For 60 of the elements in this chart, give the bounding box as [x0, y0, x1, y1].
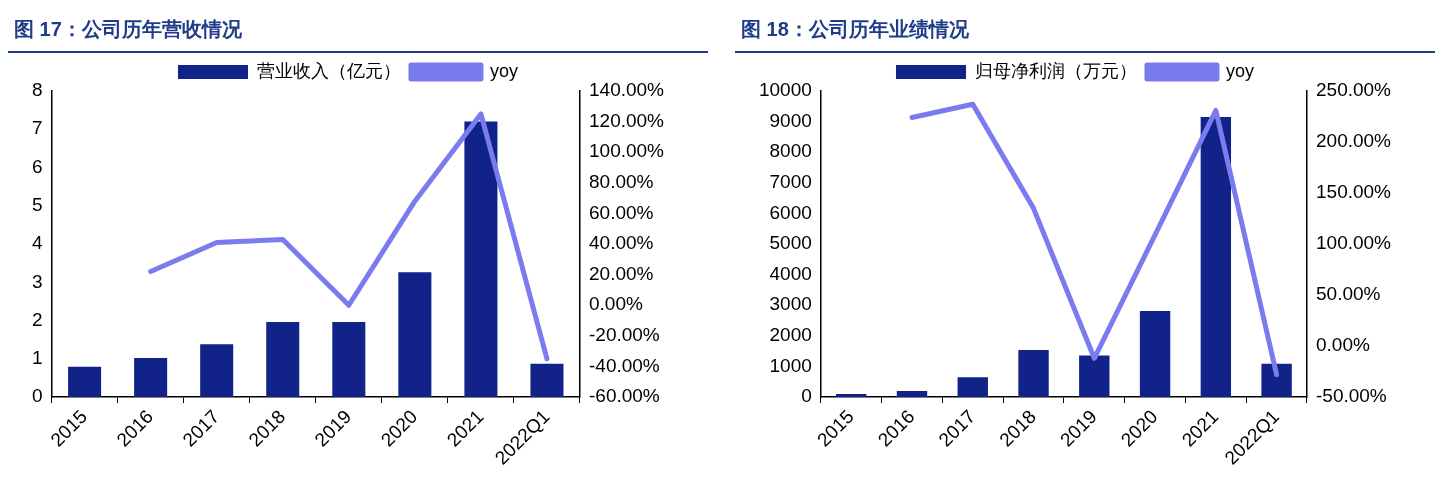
legend-label: 归母净利润（万元）: [974, 60, 1137, 81]
legend-label: 营业收入（亿元）: [256, 60, 401, 81]
bar: [957, 377, 988, 398]
y2-tick-label: 60.00%: [588, 201, 654, 223]
y-tick-label: 7000: [769, 171, 812, 193]
y-tick-label: 0: [801, 385, 812, 407]
y-tick-label: 4: [31, 232, 43, 254]
y2-tick-label: -40.00%: [588, 354, 660, 376]
y-tick-label: 8: [31, 79, 43, 101]
y-tick-label: 3000: [769, 293, 812, 315]
bar: [200, 344, 234, 398]
y2-tick-label: 0.00%: [588, 293, 643, 315]
y2-tick-label: 200.00%: [1315, 130, 1392, 152]
y2-tick-label: 0.00%: [1315, 334, 1370, 356]
y-tick-label: 8000: [769, 140, 812, 162]
y2-tick-label: 40.00%: [588, 232, 654, 254]
y-tick-label: 0: [31, 385, 43, 407]
y2-tick-label: 150.00%: [1315, 181, 1392, 203]
y2-tick-label: 80.00%: [588, 171, 654, 193]
y-tick-label: 5: [31, 194, 43, 216]
y-tick-label: 5000: [769, 232, 812, 254]
bar: [134, 358, 168, 398]
bar: [464, 121, 498, 398]
bar: [1139, 311, 1171, 398]
bar: [1200, 117, 1232, 398]
y-tick-label: 6000: [769, 201, 812, 223]
bar: [266, 322, 300, 398]
legend-label: yoy: [489, 60, 519, 81]
y2-tick-label: 140.00%: [588, 79, 665, 101]
y-tick-label: 2000: [769, 324, 812, 346]
y-tick-label: 10000: [758, 79, 812, 101]
y-tick-label: 7: [31, 117, 43, 139]
bar: [530, 363, 564, 398]
y2-tick-label: 250.00%: [1315, 79, 1392, 101]
bar: [1261, 363, 1292, 398]
bar: [896, 390, 928, 398]
chart-title: 图 17：公司历年营收情况: [8, 8, 708, 53]
y2-tick-label: -50.00%: [1315, 385, 1387, 407]
y2-tick-label: 120.00%: [588, 109, 665, 131]
y2-tick-label: -60.00%: [588, 385, 660, 407]
y-tick-label: 1: [31, 347, 43, 369]
y2-tick-label: 100.00%: [588, 140, 665, 162]
bar: [398, 272, 432, 398]
bar: [1018, 349, 1049, 398]
y-tick-label: 6: [31, 155, 43, 177]
legend-label: yoy: [1225, 60, 1255, 81]
y-tick-label: 2: [31, 308, 43, 330]
y2-tick-label: 100.00%: [1315, 232, 1392, 254]
y-tick-label: 9000: [769, 109, 812, 131]
bar: [332, 322, 366, 398]
y2-tick-label: -20.00%: [588, 324, 660, 346]
bar: [1079, 355, 1110, 398]
y-tick-label: 3: [31, 270, 43, 292]
y2-tick-label: 50.00%: [1315, 283, 1381, 305]
y-tick-label: 4000: [769, 262, 812, 284]
chart-title: 图 18：公司历年业绩情况: [735, 8, 1435, 53]
bar: [68, 366, 102, 398]
y2-tick-label: 20.00%: [588, 262, 654, 284]
y-tick-label: 1000: [769, 354, 812, 376]
bar: [836, 394, 867, 398]
